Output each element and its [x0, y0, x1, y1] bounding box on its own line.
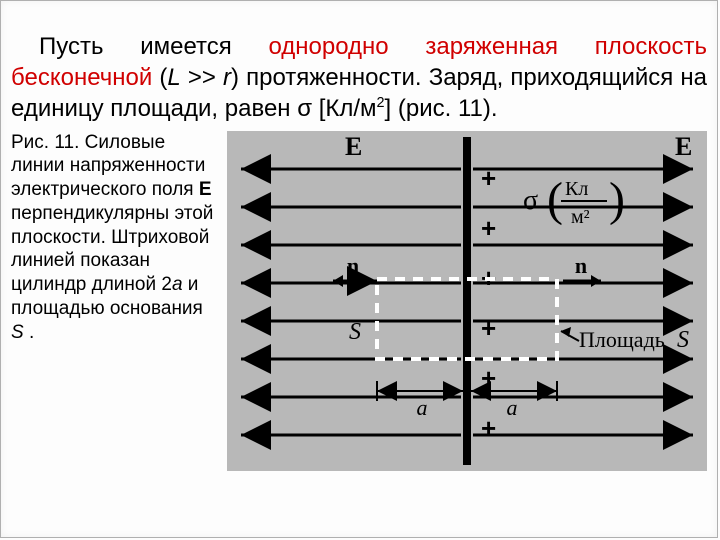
svg-text:n: n	[575, 253, 587, 278]
svg-text:a: a	[417, 395, 428, 420]
svg-text:+: +	[481, 163, 496, 193]
para-prefix: Пусть имеется	[39, 33, 268, 60]
svg-text:): )	[609, 173, 625, 226]
para-L: L	[167, 64, 180, 91]
svg-text:(: (	[547, 173, 563, 226]
svg-text:Площадь: Площадь	[579, 327, 665, 352]
svg-text:м²: м²	[571, 206, 590, 228]
svg-text:E: E	[675, 132, 692, 161]
svg-text:Кл: Кл	[565, 178, 588, 200]
para-r: r	[223, 64, 231, 91]
svg-text:+: +	[481, 213, 496, 243]
svg-text:+: +	[481, 313, 496, 343]
svg-text:S: S	[349, 319, 361, 345]
figure-caption: Рис. 11. Силовые линии напряженности эле…	[11, 131, 219, 345]
figure-diagram: ++++++nnSПлощадь SaaEEσ()Клм²	[227, 131, 707, 471]
svg-text:σ: σ	[523, 185, 538, 216]
svg-text:a: a	[507, 395, 518, 420]
svg-text:+: +	[481, 363, 496, 393]
main-paragraph: Пусть имеется однородно заряженная плоск…	[11, 31, 707, 125]
svg-text:E: E	[345, 132, 362, 161]
svg-text:S: S	[677, 327, 689, 353]
svg-text:n: n	[347, 253, 359, 278]
svg-text:+: +	[481, 413, 496, 443]
